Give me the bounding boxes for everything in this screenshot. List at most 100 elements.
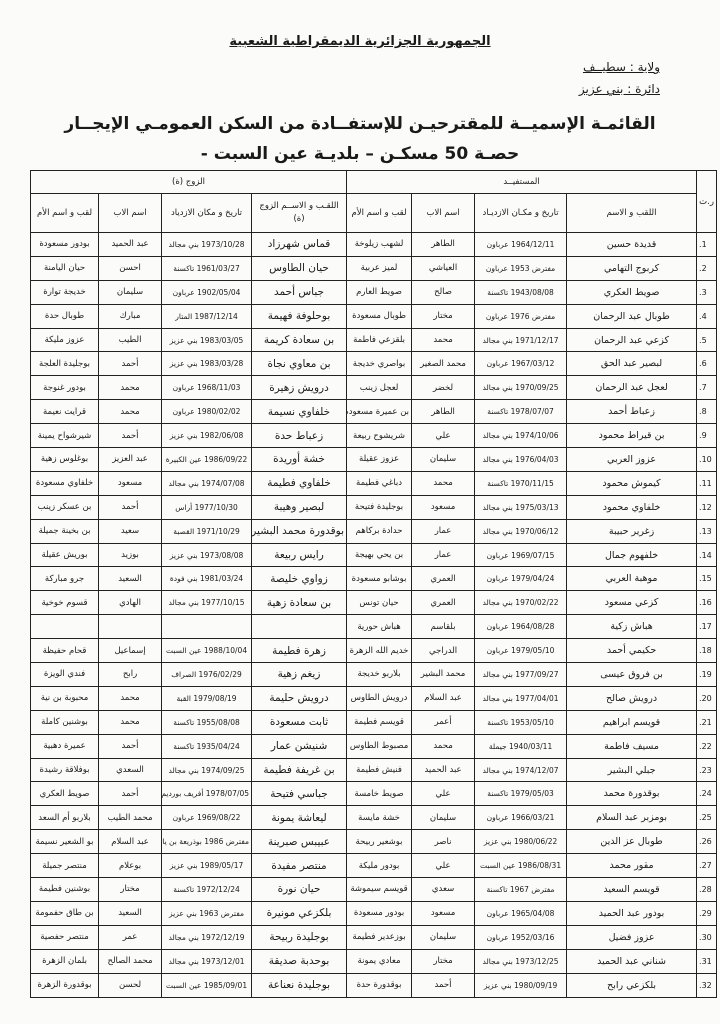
cell-birth: 1970/11/15 تاكسنة bbox=[474, 470, 568, 496]
cell-spouse-father: بوعلام bbox=[98, 853, 163, 879]
header-birth: تاريخ و مكـان الازديـاد bbox=[474, 193, 568, 233]
cell-birth: 1974/12/07 بني مجالد bbox=[474, 757, 568, 783]
cell-father: أعمر bbox=[411, 709, 476, 735]
cell-spouse-birth: 1980/02/02 عرباون bbox=[161, 399, 253, 425]
cell-spouse-mother: بوجليدة العلجة bbox=[29, 351, 100, 377]
cell-spouse-birth: 1974/07/08 بني مجالد bbox=[161, 470, 253, 496]
cell-spouse-name: بوجليدة ربيحة bbox=[251, 924, 348, 950]
cell-mother: معادي يمونة bbox=[346, 948, 413, 974]
cell-spouse-birth: 1981/03/24 بني فودة bbox=[161, 566, 253, 592]
cell-spouse-name: عبيبس صبرينة bbox=[251, 829, 348, 855]
cell-spouse-father: الهادي bbox=[98, 590, 163, 616]
cell-father: العمري bbox=[411, 566, 476, 592]
cell-mother: فنيش فطيمة bbox=[346, 757, 413, 783]
cell-spouse-father: سليمان bbox=[98, 279, 163, 305]
cell-father: عبد السلام bbox=[411, 685, 476, 711]
cell-spouse-name: خلفاوي نسيمة bbox=[251, 399, 348, 425]
cell-spouse-birth: مفترض 1986 بوذريعة بن ياجيس bbox=[161, 829, 253, 855]
cell-spouse-mother: بن طاق حفمومة bbox=[29, 900, 100, 926]
cell-mother: مصبوط الطاوس bbox=[346, 733, 413, 759]
cell-spouse-name: قماس شهرزاد bbox=[251, 232, 348, 257]
cell-row-number: 10. bbox=[696, 447, 718, 472]
header-group-beneficiary: المستفيــد bbox=[346, 170, 698, 194]
cell-mother: لعجل زينب bbox=[346, 375, 413, 401]
cell-spouse-father: مبارك bbox=[98, 303, 163, 329]
cell-father: محمد bbox=[411, 470, 476, 496]
cell-name: قديدة حسين bbox=[566, 232, 698, 257]
cell-name: كربوج التهامي bbox=[566, 255, 698, 281]
cell-name: زعباط أحمد bbox=[566, 399, 698, 425]
cell-spouse-father: أحمد bbox=[98, 494, 163, 520]
cell-mother: خشة مايسة bbox=[346, 805, 413, 831]
cell-spouse-father: سعيد bbox=[98, 518, 163, 544]
cell-mother: قويسم سيموشة bbox=[346, 877, 413, 902]
cell-mother: بوزعدير فطيمة bbox=[346, 924, 413, 950]
cell-spouse-birth: 1973/10/28 بني مجالد bbox=[161, 232, 253, 257]
cell-name: طوبال عز الدين bbox=[566, 829, 698, 855]
table-row: 20. درويش صالح 1977/04/01 بني مجالد عبد الس… bbox=[29, 685, 718, 711]
cell-father: لخضر bbox=[411, 375, 476, 401]
cell-spouse-name: رايس ربيعة bbox=[251, 542, 348, 568]
header-spouse-name: اللقـب و الاســم الزوج (ة) bbox=[251, 193, 348, 233]
cell-mother: حيان تونس bbox=[346, 590, 413, 616]
table-row: 17. هباش زكية 1964/08/28 عرباون بلقاسم هباش … bbox=[29, 614, 718, 640]
cell-mother: بلقزعي فاطمة bbox=[346, 327, 413, 353]
cell-spouse-father: مختار bbox=[98, 877, 163, 902]
cell-spouse-father: السعيد bbox=[98, 566, 163, 592]
table-row: 16. كزعي مسعود 1970/02/22 بني مجالد العمري ح… bbox=[29, 590, 718, 616]
cell-mother: لشهب زيلوخة bbox=[346, 232, 413, 257]
cell-spouse-mother: جرو مباركة bbox=[29, 566, 100, 592]
cell-row-number: 6. bbox=[696, 351, 718, 377]
header-group-spouse: الزوج (ة) bbox=[29, 170, 348, 194]
cell-spouse-name: بلكزعي مونيرة bbox=[251, 900, 348, 926]
cell-mother: بوشابو مسعودة bbox=[346, 566, 413, 592]
cell-birth: 1975/03/13 بني مجالد bbox=[474, 494, 568, 520]
cell-name: جبلي البشير bbox=[566, 757, 698, 783]
cell-row-number: 22. bbox=[696, 733, 718, 759]
cell-mother: بواصري خديجة bbox=[346, 351, 413, 377]
cell-father: سليمان bbox=[411, 924, 476, 950]
cell-birth: 1986/08/31 عين السبت bbox=[474, 853, 568, 879]
table-row: 30. عزوز فضيل 1952/03/16 عرباون سليمان بوزعد… bbox=[29, 924, 718, 950]
cell-spouse-name: زواوي خليصة bbox=[251, 566, 348, 592]
cell-spouse-birth: 1985/09/01 عين السبت bbox=[161, 972, 253, 998]
cell-father: مسعود bbox=[411, 494, 476, 520]
cell-spouse-name: خلفاوي فطيمة bbox=[251, 470, 348, 496]
cell-father: سليمان bbox=[411, 447, 476, 472]
cell-spouse-father: رابح bbox=[98, 662, 163, 687]
cell-spouse-birth: 1955/08/08 تاكسنة bbox=[161, 709, 253, 735]
beneficiaries-table: ر.ت المستفيــد الزوج (ة) اللقب و الاسم ت… bbox=[29, 170, 718, 998]
cell-spouse-name: جباس أحمد bbox=[251, 279, 348, 305]
cell-row-number: 17. bbox=[696, 614, 718, 640]
cell-spouse-mother bbox=[29, 614, 100, 640]
cell-father: محمد البشير bbox=[411, 662, 476, 687]
header-number: ر.ت bbox=[696, 170, 718, 233]
cell-spouse-father: مسعود bbox=[98, 470, 163, 496]
cell-spouse-father: السعدي bbox=[98, 757, 163, 783]
cell-birth: مفترض 1967 تاكسنة bbox=[474, 877, 568, 902]
cell-spouse-birth: 1972/12/19 بني مجالد bbox=[161, 924, 253, 950]
cell-spouse-birth: 1986/09/22 عين الكبيرة bbox=[161, 447, 253, 472]
cell-row-number: 27. bbox=[696, 853, 718, 879]
cell-spouse-name: درويش زهيرة bbox=[251, 375, 348, 401]
cell-spouse-mother: بلاربو أم السعد bbox=[29, 805, 100, 831]
cell-spouse-birth bbox=[161, 614, 253, 640]
table-row: 29. بودور عبد الحميد 1965/04/08 عرباون مسعو… bbox=[29, 900, 718, 926]
cell-spouse-mother: بو الشعير نسيمة bbox=[29, 829, 100, 855]
cell-father: علي bbox=[411, 423, 476, 449]
cell-birth: 1943/08/08 تاكسنة bbox=[474, 279, 568, 305]
table-row: 7. لعجل عبد الرحمان 1970/09/25 بني مجالد لخ… bbox=[29, 375, 718, 401]
cell-spouse-father: أحمد bbox=[98, 733, 163, 759]
cell-father: مسعود bbox=[411, 900, 476, 926]
cell-mother: درويش الطاوس bbox=[346, 685, 413, 711]
cell-name: بن فروق عيسى bbox=[566, 662, 698, 687]
cell-spouse-name: بن سعادة كريمة bbox=[251, 327, 348, 353]
cell-birth: 1977/09/27 بني مجالد bbox=[474, 662, 568, 687]
cell-birth: 1940/03/11 جيملة bbox=[474, 733, 568, 759]
table-row: 12. خلفاوي محمود 1975/03/13 بني مجالد مسعود… bbox=[29, 494, 718, 520]
cell-name: مقور محمد bbox=[566, 853, 698, 879]
cell-spouse-name: بن معاوي نجاة bbox=[251, 351, 348, 377]
cell-spouse-name: ليعاشة يمونة bbox=[251, 805, 348, 831]
table-row: 6. لبصير عبد الحق 1967/03/12 عرباون محمد ال… bbox=[29, 351, 718, 377]
cell-row-number: 23. bbox=[696, 757, 718, 783]
